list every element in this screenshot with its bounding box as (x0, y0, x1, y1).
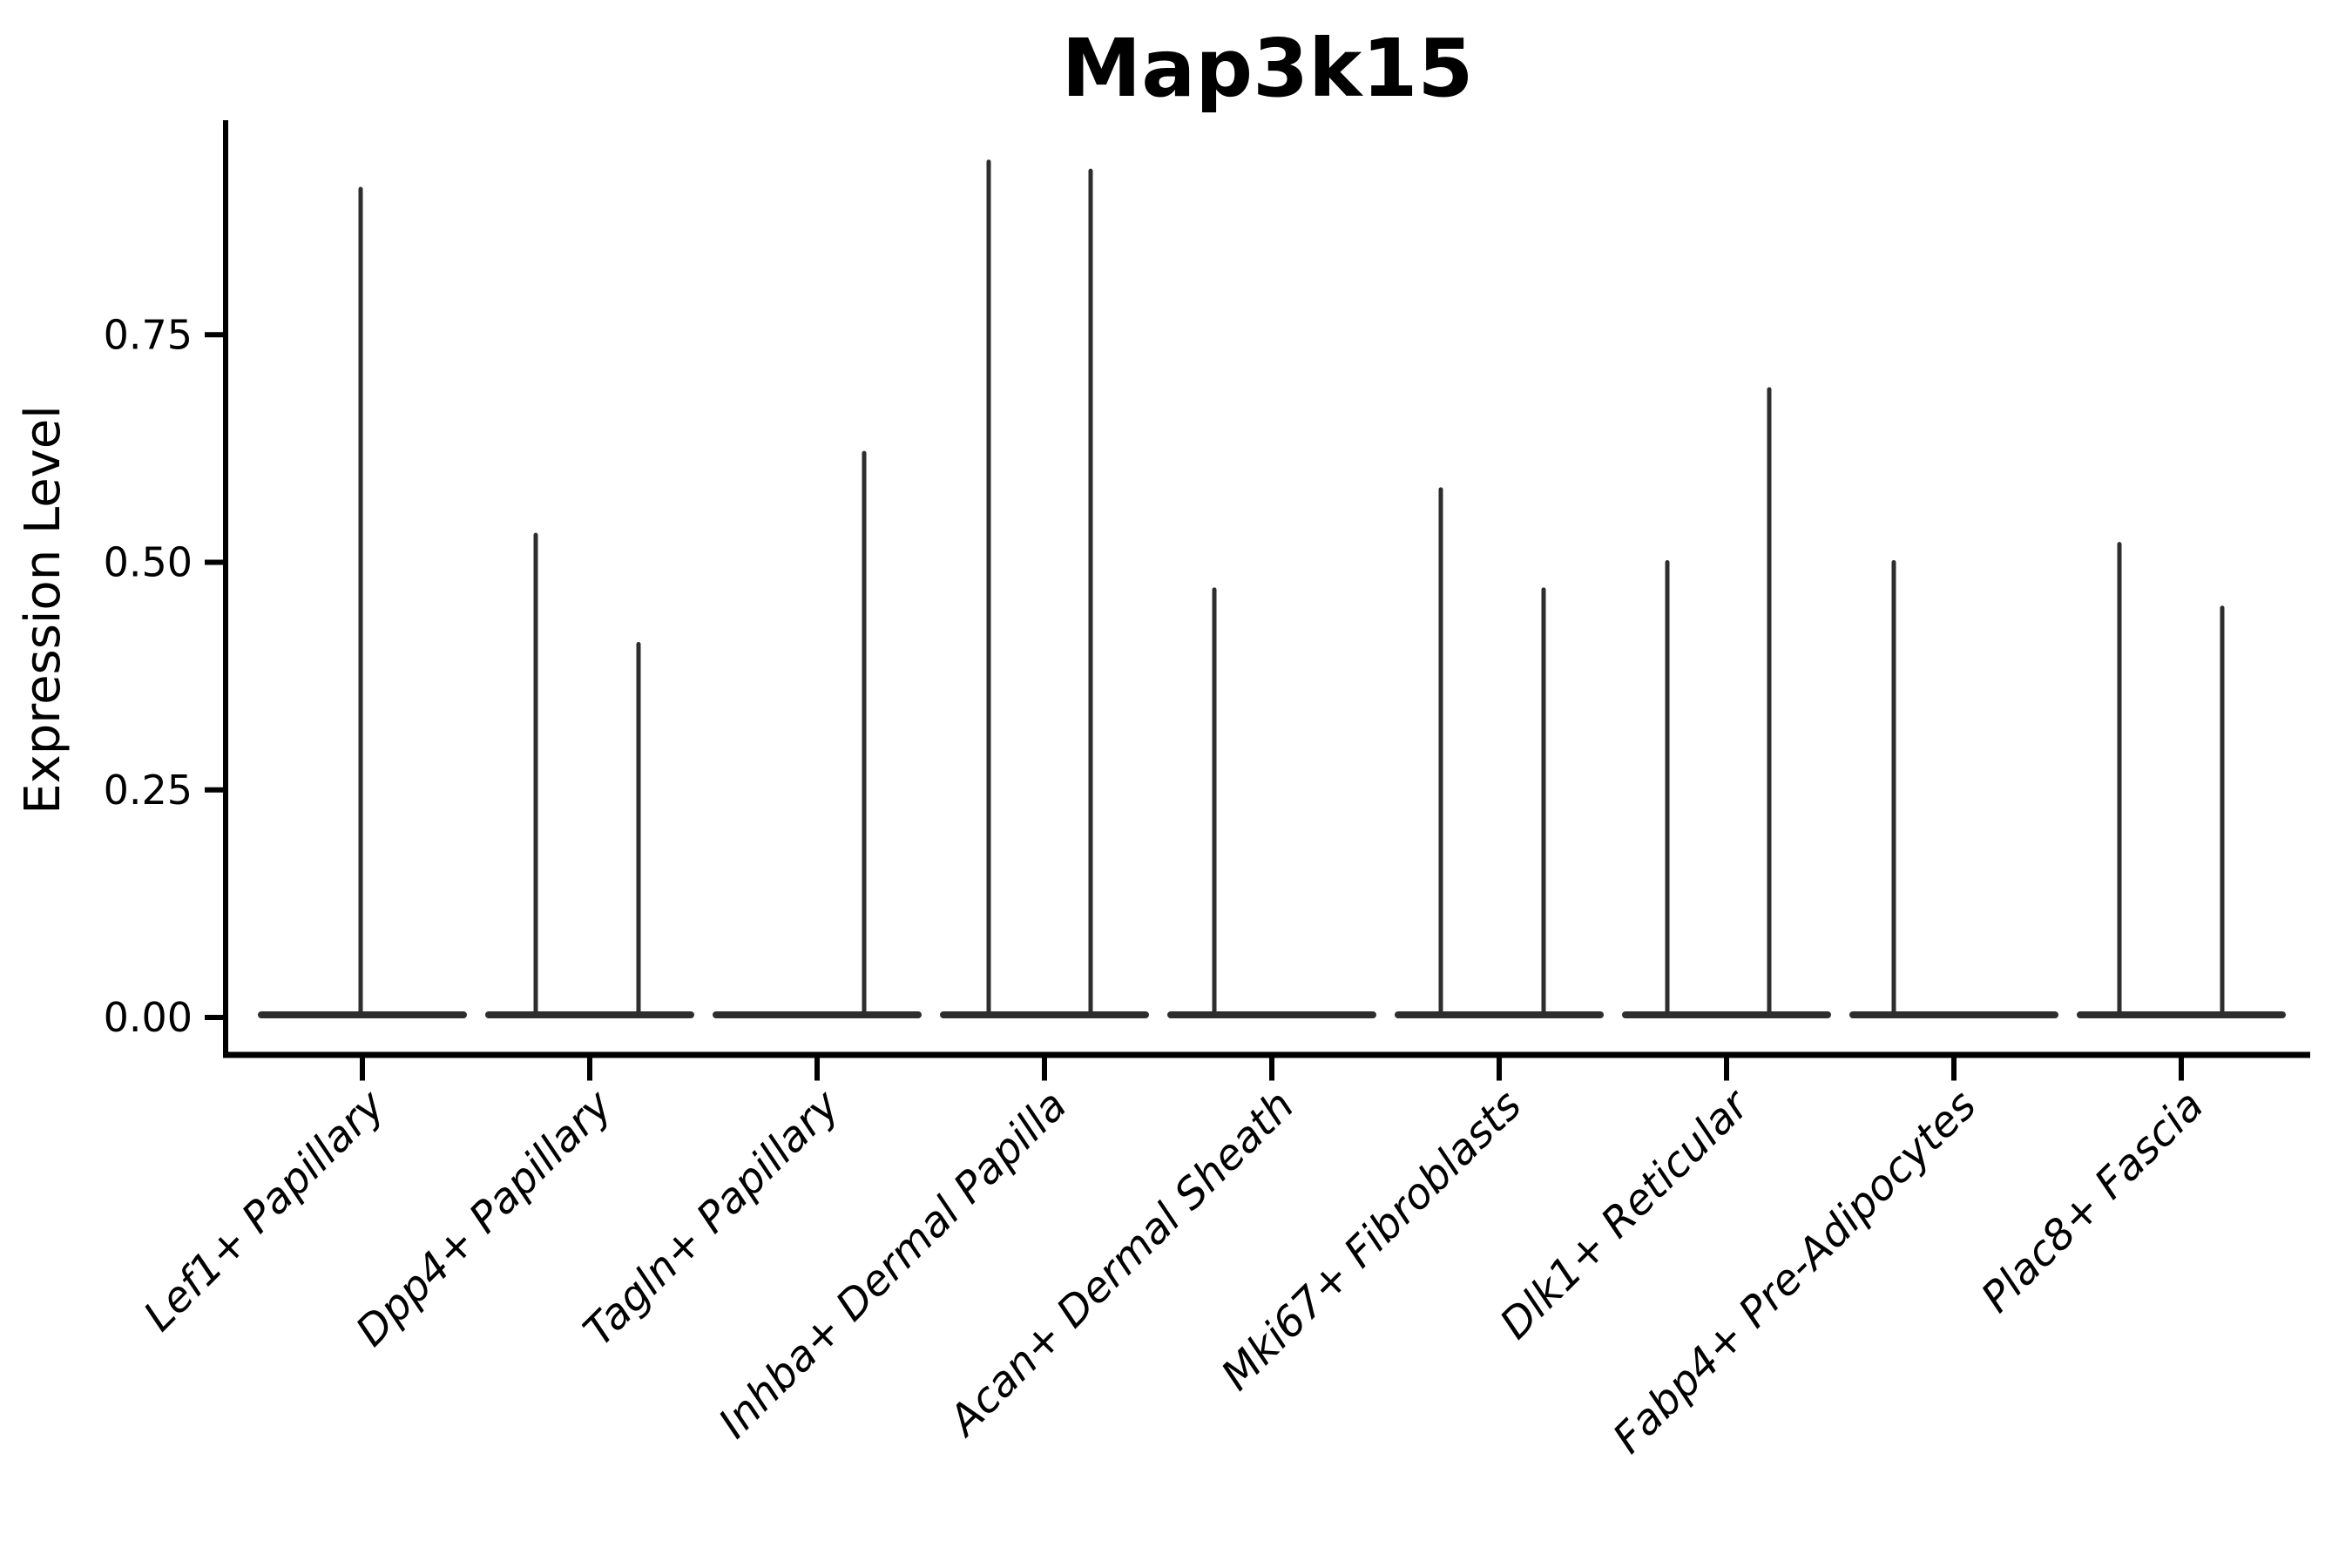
violin-baseline (940, 1011, 1149, 1018)
violin-4 (940, 159, 1149, 1018)
x-tick-label: Lef1+ Papillary (134, 1080, 395, 1341)
violin-baseline (2077, 1011, 2286, 1018)
violin-9 (2077, 542, 2286, 1018)
violin-1 (258, 186, 467, 1018)
y-axis-label: Expression Level (15, 405, 71, 814)
y-tick-label: 0.50 (104, 539, 193, 586)
violin-baseline (485, 1011, 694, 1018)
violin-2 (485, 532, 694, 1018)
violin-baseline (1395, 1011, 1604, 1018)
y-tick-label: 0.25 (104, 767, 193, 814)
violin-layer (258, 159, 2286, 1018)
y-tick-label: 0.75 (104, 311, 193, 358)
chart-title: Map3k15 (1062, 22, 1474, 115)
violin-baseline (1622, 1011, 1831, 1018)
x-tick-label: Fabp4+ Pre-Adipocytes (1604, 1081, 1986, 1463)
violin-3 (713, 450, 922, 1018)
violin-baseline (1167, 1011, 1376, 1018)
y-tick-label: 0.00 (104, 994, 193, 1041)
x-tick-label: Plac8+ Fascia (1972, 1081, 2213, 1322)
violin-6 (1395, 487, 1604, 1018)
violin-7 (1622, 387, 1831, 1018)
violin-baseline (1849, 1011, 2058, 1018)
violin-8 (1849, 560, 2058, 1018)
violin-baseline (713, 1011, 922, 1018)
x-tick-label: Dlk1+ Reticular (1490, 1079, 1761, 1349)
violin-5 (1167, 587, 1376, 1018)
